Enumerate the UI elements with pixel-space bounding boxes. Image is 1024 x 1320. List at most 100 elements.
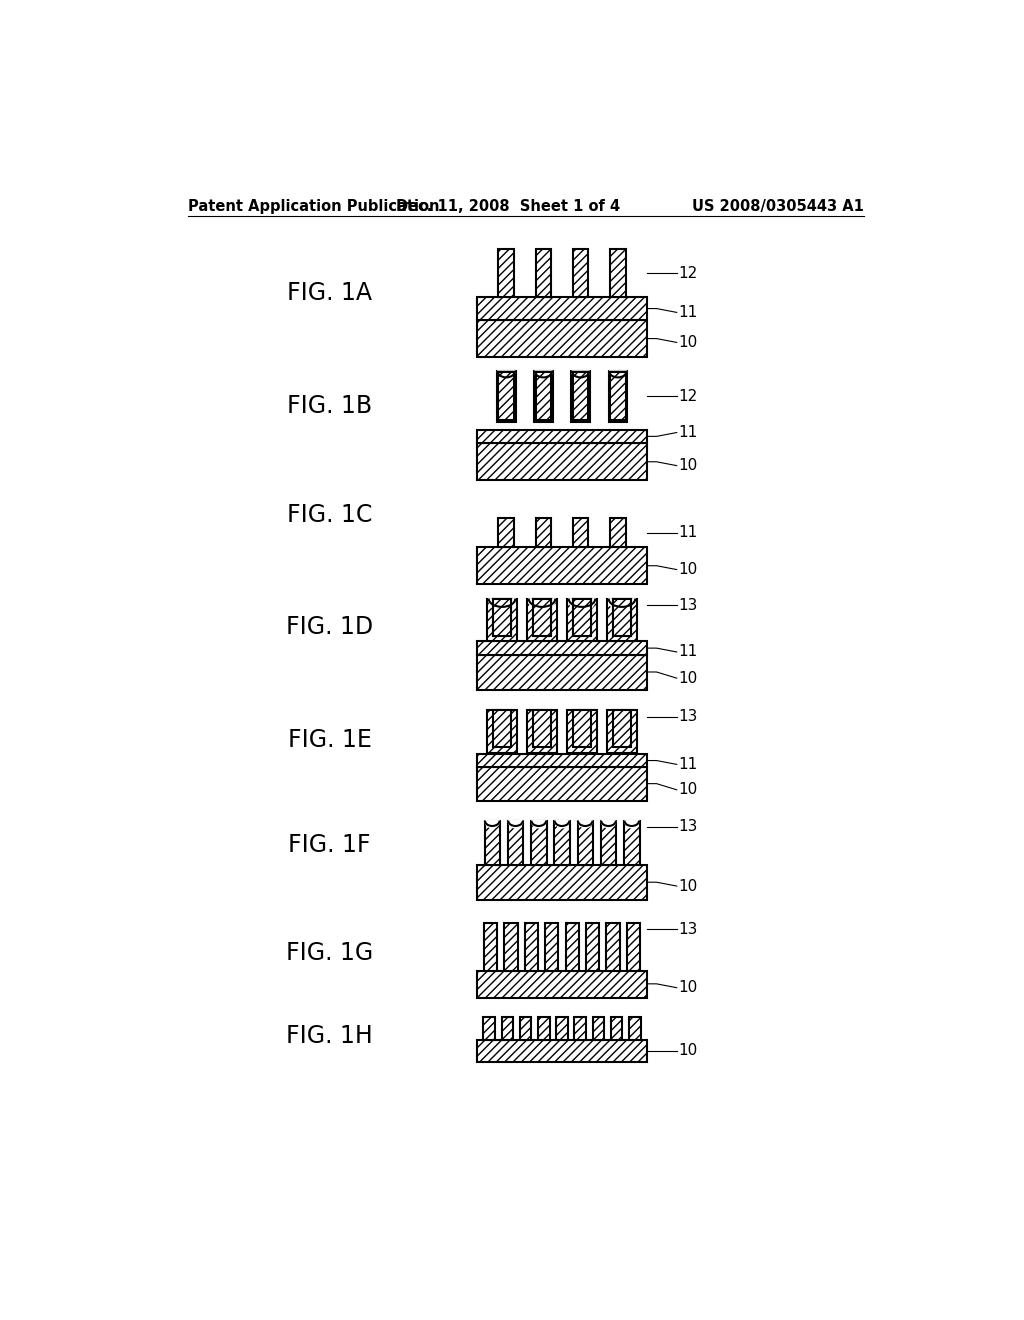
Text: FIG. 1E: FIG. 1E	[288, 727, 372, 752]
Bar	[565, 923, 579, 970]
Bar	[477, 321, 647, 358]
Bar	[499, 249, 514, 297]
Bar	[499, 517, 514, 548]
Bar	[527, 710, 557, 752]
Text: 10: 10	[678, 1043, 697, 1059]
Text: FIG. 1D: FIG. 1D	[286, 615, 373, 639]
Bar	[536, 249, 551, 297]
Bar	[572, 372, 589, 420]
Bar	[477, 755, 647, 767]
Wedge shape	[571, 371, 590, 380]
Bar	[612, 710, 631, 747]
Wedge shape	[609, 371, 627, 380]
Bar	[477, 297, 647, 321]
Wedge shape	[485, 821, 500, 828]
Bar	[624, 821, 640, 866]
Bar	[586, 923, 599, 970]
Wedge shape	[531, 821, 546, 828]
Bar	[574, 1016, 586, 1040]
Text: 12: 12	[678, 265, 697, 281]
Text: FIG. 1B: FIG. 1B	[287, 395, 372, 418]
Bar	[629, 1016, 641, 1040]
Text: 10: 10	[678, 335, 697, 350]
Text: 10: 10	[678, 671, 697, 685]
Text: 12: 12	[678, 389, 697, 404]
Bar	[608, 371, 627, 422]
Text: 10: 10	[678, 879, 697, 894]
Bar	[554, 821, 569, 866]
Text: 11: 11	[678, 525, 697, 540]
Bar	[477, 548, 647, 585]
Bar	[572, 710, 591, 747]
Wedge shape	[601, 821, 615, 828]
Text: US 2008/0305443 A1: US 2008/0305443 A1	[692, 198, 864, 214]
Wedge shape	[528, 599, 555, 612]
Bar	[536, 517, 551, 548]
Wedge shape	[555, 821, 569, 828]
Bar	[610, 249, 626, 297]
Text: 10: 10	[678, 458, 697, 473]
Bar	[545, 923, 558, 970]
Bar	[571, 371, 590, 422]
Bar	[499, 372, 514, 420]
Bar	[484, 923, 498, 970]
Text: 10: 10	[678, 562, 697, 577]
Text: 13: 13	[678, 598, 697, 612]
Bar	[477, 970, 647, 998]
Bar	[601, 821, 616, 866]
Text: 13: 13	[678, 921, 697, 937]
Text: FIG. 1H: FIG. 1H	[286, 1024, 373, 1048]
Text: 13: 13	[678, 820, 697, 834]
Bar	[477, 767, 647, 801]
Bar	[607, 710, 637, 752]
Bar	[612, 599, 631, 636]
Bar	[612, 599, 631, 636]
Bar	[536, 372, 551, 420]
Bar	[627, 923, 640, 970]
Text: FIG. 1A: FIG. 1A	[287, 281, 372, 305]
Bar	[610, 372, 626, 420]
Bar	[477, 430, 647, 444]
Bar	[477, 655, 647, 689]
Bar	[532, 710, 551, 747]
Wedge shape	[578, 821, 593, 828]
Bar	[572, 599, 591, 636]
Bar	[477, 866, 647, 900]
Bar	[493, 599, 511, 636]
Bar	[487, 599, 517, 642]
Bar	[520, 1016, 531, 1040]
Bar	[610, 517, 626, 548]
Bar	[487, 710, 517, 752]
Bar	[532, 599, 551, 636]
Bar	[477, 642, 647, 655]
Bar	[572, 517, 589, 548]
Bar	[493, 599, 511, 636]
Bar	[567, 710, 597, 752]
Text: 11: 11	[678, 644, 697, 660]
Bar	[535, 371, 553, 422]
Bar	[538, 1016, 550, 1040]
Bar	[593, 1016, 604, 1040]
Text: 10: 10	[678, 783, 697, 797]
Text: 10: 10	[678, 981, 697, 995]
Bar	[524, 923, 538, 970]
Bar	[527, 599, 557, 642]
Wedge shape	[508, 821, 523, 828]
Bar	[508, 821, 523, 866]
Bar	[611, 1016, 623, 1040]
Bar	[606, 923, 620, 970]
Bar	[497, 371, 515, 422]
Text: Dec. 11, 2008  Sheet 1 of 4: Dec. 11, 2008 Sheet 1 of 4	[395, 198, 620, 214]
Text: 11: 11	[678, 305, 697, 319]
Text: 11: 11	[678, 425, 697, 440]
Bar	[578, 821, 593, 866]
Wedge shape	[535, 371, 552, 380]
Bar	[477, 1040, 647, 1061]
Text: FIG. 1C: FIG. 1C	[287, 503, 372, 527]
Wedge shape	[608, 599, 635, 612]
Bar	[505, 923, 517, 970]
Bar	[532, 599, 551, 636]
Bar	[483, 1016, 495, 1040]
Bar	[484, 821, 500, 866]
Bar	[477, 444, 647, 480]
